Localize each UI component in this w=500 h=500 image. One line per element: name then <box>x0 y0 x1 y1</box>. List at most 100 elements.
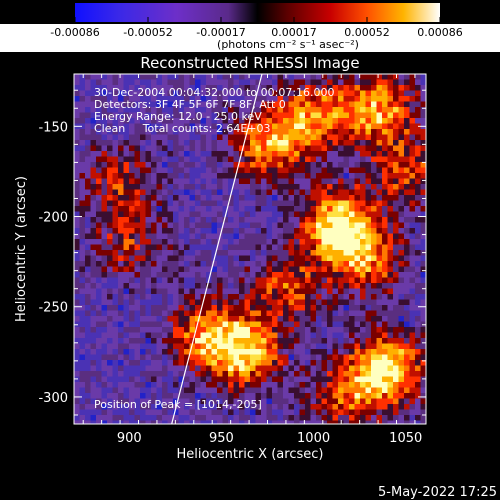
heatmap-cell <box>173 420 179 424</box>
heatmap-cell <box>261 387 267 394</box>
heatmap-cell <box>255 134 262 141</box>
heatmap-cell <box>415 277 421 284</box>
heatmap-cell <box>74 415 80 421</box>
heatmap-cell <box>288 140 295 146</box>
heatmap-cell <box>393 184 399 190</box>
heatmap-cell <box>222 217 229 223</box>
heatmap-cell <box>321 79 328 86</box>
heatmap-cell <box>173 261 179 267</box>
heatmap-cell <box>228 90 234 97</box>
heatmap-cell <box>162 217 168 223</box>
heatmap-cell <box>123 239 130 245</box>
heatmap-cell <box>409 316 416 322</box>
heatmap-cell <box>420 277 426 284</box>
heatmap-cell <box>349 79 355 86</box>
heatmap-cell <box>244 184 251 190</box>
heatmap-cell <box>184 134 190 141</box>
heatmap-cell <box>195 299 201 306</box>
heatmap-cell <box>349 266 355 273</box>
heatmap-cell <box>371 316 377 322</box>
heatmap-cell <box>283 404 289 410</box>
heatmap-cell <box>277 255 284 262</box>
heatmap-cell <box>107 96 113 102</box>
heatmap-cell <box>195 338 201 344</box>
heatmap-cell <box>420 420 426 424</box>
heatmap-cell <box>261 178 267 185</box>
heatmap-cell <box>222 321 229 328</box>
heatmap-cell <box>200 200 207 207</box>
heatmap-cell <box>167 228 174 234</box>
heatmap-cell <box>79 195 86 201</box>
heatmap-cell <box>156 107 163 113</box>
heatmap-cell <box>145 189 152 196</box>
heatmap-cell <box>79 371 86 377</box>
heatmap-cell <box>101 206 108 212</box>
heatmap-cell <box>195 354 201 361</box>
heatmap-cell <box>79 305 86 311</box>
heatmap-cell <box>365 255 372 262</box>
heatmap-cell <box>288 167 295 174</box>
heatmap-cell <box>140 316 146 322</box>
heatmap-cell <box>332 167 339 174</box>
heatmap-cell <box>151 112 157 119</box>
heatmap-cell <box>404 178 410 185</box>
heatmap-cell <box>266 112 273 119</box>
heatmap-cell <box>123 101 130 108</box>
heatmap-cell <box>365 404 372 410</box>
heatmap-cell <box>217 288 223 295</box>
heatmap-cell <box>79 211 86 218</box>
heatmap-cell <box>228 134 234 141</box>
heatmap-cell <box>283 112 289 119</box>
heatmap-cell <box>316 371 322 377</box>
heatmap-cell <box>250 101 256 108</box>
x-tick-label: 1050 <box>389 431 422 446</box>
heatmap-cell <box>74 195 80 201</box>
heatmap-cell <box>387 327 394 333</box>
heatmap-cell <box>250 118 256 124</box>
heatmap-cell <box>244 211 251 218</box>
heatmap-cell <box>178 162 185 168</box>
heatmap-cell <box>321 233 328 240</box>
heatmap-cell <box>178 349 185 355</box>
heatmap-cell <box>288 354 295 361</box>
heatmap-cell <box>211 409 218 416</box>
heatmap-cell <box>338 261 344 267</box>
heatmap-cell <box>283 96 289 102</box>
heatmap-cell <box>222 250 229 256</box>
heatmap-cell <box>261 145 267 152</box>
heatmap-cell <box>305 123 311 130</box>
heatmap-cell <box>211 398 218 405</box>
heatmap-cell <box>338 244 344 251</box>
heatmap-cell <box>85 250 91 256</box>
heatmap-cell <box>294 283 300 289</box>
heatmap-cell <box>101 79 108 86</box>
heatmap-cell <box>305 85 311 91</box>
heatmap-cell <box>250 376 256 383</box>
heatmap-cell <box>211 217 218 223</box>
heatmap-cell <box>101 371 108 377</box>
heatmap-cell <box>156 266 163 273</box>
heatmap-cell <box>398 206 405 212</box>
heatmap-cell <box>404 409 410 416</box>
heatmap-cell <box>415 420 421 424</box>
heatmap-cell <box>244 283 251 289</box>
heatmap-cell <box>244 420 251 424</box>
heatmap-cell <box>178 228 185 234</box>
heatmap-cell <box>167 162 174 168</box>
heatmap-cell <box>415 79 421 86</box>
heatmap-cell <box>178 85 185 91</box>
heatmap-cell <box>266 217 273 223</box>
heatmap-cell <box>360 354 366 361</box>
heatmap-cell <box>239 316 245 322</box>
heatmap-cell <box>118 118 124 124</box>
heatmap-cell <box>79 184 86 190</box>
heatmap-cell <box>321 206 328 212</box>
heatmap-cell <box>151 79 157 86</box>
heatmap-cell <box>371 255 377 262</box>
heatmap-cell <box>360 211 366 218</box>
heatmap-cell <box>261 244 267 251</box>
heatmap-cell <box>107 129 113 135</box>
heatmap-cell <box>195 398 201 405</box>
heatmap-cell <box>134 255 141 262</box>
heatmap-cell <box>310 90 317 97</box>
